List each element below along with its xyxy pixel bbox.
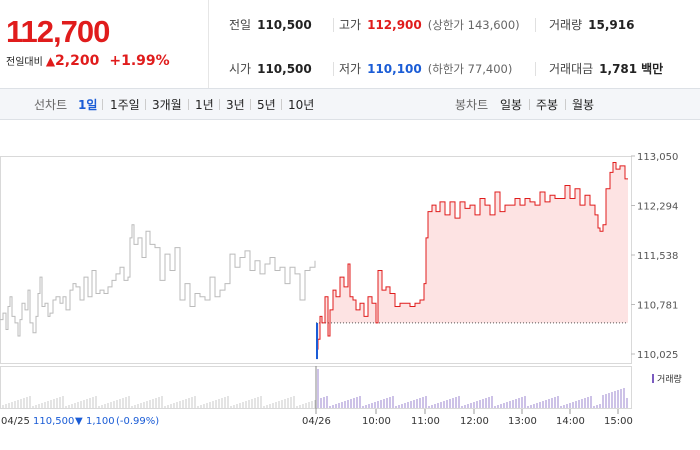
divider: [281, 99, 282, 110]
change-rate: +1.99%: [109, 53, 170, 69]
stat-label: 저가: [339, 62, 362, 76]
change-label: 전일대비: [6, 57, 43, 68]
x-tick-label: 13:00: [508, 416, 537, 427]
stat-value: 110,500: [257, 62, 312, 76]
y-tick-label: 110,781: [637, 301, 678, 312]
x-tick-label: 04/25: [1, 416, 30, 427]
price-chart-svg: 113,050 112,294 111,538 110,781 110,025 04/2…: [0, 152, 682, 427]
volume-legend-swatch: [652, 374, 654, 383]
stat-label: 시가: [229, 62, 252, 76]
candle-daily-tab[interactable]: 일봉: [500, 98, 523, 112]
stat-value: 112,900: [367, 18, 422, 32]
stat-value: 110,100: [367, 62, 422, 76]
divider: [250, 99, 251, 110]
stat-low: 저가 110,100 (하한가 77,400): [339, 60, 512, 77]
period-3y-tab[interactable]: 3년: [226, 98, 245, 112]
divider: [333, 18, 334, 32]
stat-label: 고가: [339, 18, 362, 32]
y-tick-label: 113,050: [637, 152, 678, 163]
prev-change-value: 1,100: [86, 416, 115, 427]
current-price: 112,700: [6, 14, 110, 49]
x-tick-label: 14:00: [556, 416, 585, 427]
period-3m-tab[interactable]: 3개월: [152, 98, 182, 112]
divider: [529, 99, 530, 110]
divider: [565, 99, 566, 110]
today-area-fill: [316, 162, 628, 350]
x-tick-label: 15:00: [604, 416, 633, 427]
candle-chart-label: 봉차트: [455, 98, 489, 112]
upper-limit: (상한가 143,600): [427, 18, 520, 32]
lower-limit: (하한가 77,400): [427, 62, 513, 76]
today-price-line: [316, 162, 628, 350]
divider: [535, 18, 536, 32]
down-arrow-icon: ▼: [75, 416, 83, 427]
x-tick-label: 04/26: [302, 416, 331, 427]
prev-change-rate: (-0.99%): [116, 416, 159, 427]
divider: [102, 99, 103, 110]
price-change: 전일대비 ▲ 2,200 +1.99%: [6, 53, 170, 69]
volume-legend-label: 거래량: [657, 373, 682, 385]
stat-value: 1,781: [599, 62, 638, 76]
stat-value: 110,500: [257, 18, 312, 32]
plot-frame: [0, 156, 632, 364]
period-5y-tab[interactable]: 5년: [257, 98, 276, 112]
y-tick-label: 111,538: [637, 251, 678, 262]
x-tick-label: 10:00: [362, 416, 391, 427]
y-tick-label: 112,294: [637, 202, 678, 213]
divider: [145, 99, 146, 110]
stat-prev-close: 전일 110,500: [229, 16, 312, 33]
divider: [188, 99, 189, 110]
stat-unit: 백만: [641, 62, 664, 76]
period-1w-tab[interactable]: 1주일: [110, 98, 140, 112]
y-tick-label: 110,025: [637, 350, 678, 361]
line-chart-label: 선차트: [34, 98, 68, 112]
change-amount: 2,200: [55, 53, 100, 69]
stat-label: 거래량: [549, 18, 583, 32]
chart-toolbar: 선차트 1일 1주일 3개월 1년 3년 5년 10년 봉차트 일봉 주봉 월봉: [0, 88, 700, 120]
volume-legend: 거래량: [652, 373, 682, 385]
stats-panel: 전일 110,500 고가 112,900 (상한가 143,600) 거래량 …: [208, 0, 700, 88]
x-tick-label: 12:00: [460, 416, 489, 427]
prev-close-value: 110,500: [33, 416, 74, 427]
divider: [535, 62, 536, 76]
period-1d-tab[interactable]: 1일: [78, 98, 98, 112]
period-10y-tab[interactable]: 10년: [288, 98, 315, 112]
quote-summary: 112,700 전일대비 ▲ 2,200 +1.99%: [0, 0, 208, 88]
candle-weekly-tab[interactable]: 주봉: [536, 98, 559, 112]
stat-high: 고가 112,900 (상한가 143,600): [339, 16, 520, 33]
divider: [219, 99, 220, 110]
candle-monthly-tab[interactable]: 월봉: [572, 98, 595, 112]
stat-volume: 거래량 15,916: [549, 16, 634, 33]
stat-open: 시가 110,500: [229, 60, 312, 77]
prev-day-line: [0, 224, 316, 337]
x-tick-label: 11:00: [411, 416, 440, 427]
stat-label: 거래대금: [549, 62, 594, 76]
up-arrow-icon: ▲: [45, 54, 56, 68]
stat-trade-value: 거래대금 1,781 백만: [549, 60, 663, 77]
stat-value: 15,916: [588, 18, 635, 32]
price-chart[interactable]: 113,050 112,294 111,538 110,781 110,025 04/2…: [0, 120, 700, 450]
prev-day-info: 04/25 110,500 ▼ 1,100 (-0.99%): [1, 416, 159, 427]
period-1y-tab[interactable]: 1년: [195, 98, 214, 112]
divider: [333, 62, 334, 76]
stat-label: 전일: [229, 18, 252, 32]
